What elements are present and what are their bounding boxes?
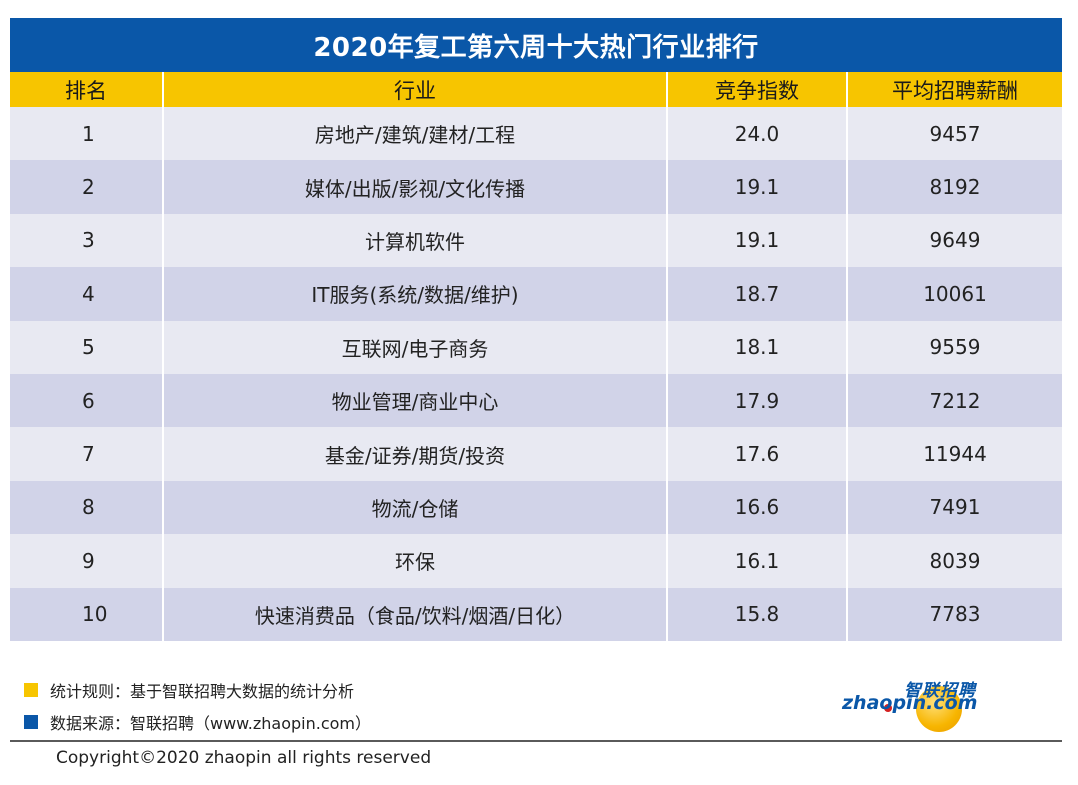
header-industry: 行业 [162,72,666,107]
cell-competition-index: 16.6 [666,480,846,535]
footer: 统计规则：基于智联招聘大数据的统计分析 数据来源：智联招聘（www.zhaopi… [10,670,1062,785]
cell-competition-index: 18.1 [666,320,846,374]
cell-average-salary: 8039 [846,534,1062,588]
logo-orb-icon [916,686,962,732]
blue-square-icon [24,715,38,729]
cell-average-salary: 9559 [846,320,1062,374]
cell-industry: 房地产/建筑/建材/工程 [162,107,666,161]
table-row: 2 媒体/出版/影视/文化传播 19.1 8192 [10,160,1062,214]
cell-rank: 3 [82,228,95,253]
footer-divider [10,740,1062,742]
cell-rank: 2 [82,175,95,200]
cell-average-salary: 7491 [846,480,1062,535]
table-title: 2020年复工第六周十大热门行业排行 [10,18,1062,72]
cell-industry: 基金/证券/期货/投资 [162,427,666,481]
cell-industry: 物流/仓储 [162,480,666,535]
cell-competition-index: 19.1 [666,160,846,214]
cell-industry: 环保 [162,534,666,588]
table-row: 10 快速消费品（食品/饮料/烟酒/日化） 15.8 7783 [10,587,1062,641]
table-row: 8 物流/仓储 16.6 7491 [10,480,1062,535]
cell-average-salary: 9457 [846,107,1062,161]
ranking-table: 2020年复工第六周十大热门行业排行 排名 行业 竞争指数 平均招聘薪酬 1 房… [10,18,1062,641]
cell-average-salary: 11944 [846,427,1062,481]
cell-competition-index: 17.6 [666,427,846,481]
cell-rank: 1 [82,121,95,146]
statistics-rule-text: 统计规则：基于智联招聘大数据的统计分析 [50,682,355,701]
header-rank: 排名 [65,78,107,103]
cell-competition-index: 17.9 [666,373,846,428]
cell-competition-index: 16.1 [666,534,846,588]
cell-average-salary: 7212 [846,373,1062,428]
cell-average-salary: 8192 [846,160,1062,214]
cell-competition-index: 24.0 [666,107,846,161]
cell-competition-index: 18.7 [666,267,846,321]
header-competition-index: 竞争指数 [666,72,846,107]
data-source-note: 数据来源：智联招聘（www.zhaopin.com） [24,710,371,734]
cell-industry: 媒体/出版/影视/文化传播 [162,160,666,214]
cell-rank: 7 [82,442,95,467]
table-row: 6 物业管理/商业中心 17.9 7212 [10,373,1062,428]
logo-chinese-text: 智联招聘 [904,681,976,701]
cell-industry: 快速消费品（食品/饮料/烟酒/日化） [162,587,666,641]
logo-english-text: zhaopin.com [842,692,978,714]
statistics-rule-note: 统计规则：基于智联招聘大数据的统计分析 [24,678,354,702]
table-row: 7 基金/证券/期货/投资 17.6 11944 [10,427,1062,481]
table-row: 3 计算机软件 19.1 9649 [10,213,1062,268]
yellow-square-icon [24,683,38,697]
table-row: 1 房地产/建筑/建材/工程 24.0 9457 [10,107,1062,161]
header-average-salary: 平均招聘薪酬 [846,72,1062,107]
cell-competition-index: 15.8 [666,587,846,641]
data-source-text: 数据来源：智联招聘（www.zhaopin.com） [50,714,372,733]
cell-industry: 互联网/电子商务 [162,320,666,374]
table-row: 9 环保 16.1 8039 [10,534,1062,588]
cell-rank: 6 [82,388,95,413]
table-header-row: 排名 行业 竞争指数 平均招聘薪酬 [10,72,1062,107]
logo-red-dot-icon [884,704,892,712]
cell-industry: 物业管理/商业中心 [162,373,666,428]
cell-rank: 5 [82,335,95,360]
cell-rank: 10 [82,602,108,627]
table-row: 5 互联网/电子商务 18.1 9559 [10,320,1062,374]
cell-average-salary: 9649 [846,213,1062,268]
cell-rank: 9 [82,548,95,573]
cell-average-salary: 7783 [846,587,1062,641]
cell-competition-index: 19.1 [666,213,846,268]
cell-rank: 8 [82,495,95,520]
copyright-text: Copyright©2020 zhaopin all rights reserv… [56,748,432,768]
zhaopin-logo: 智联招聘 zhaopin.com [842,676,1012,738]
cell-rank: 4 [82,281,95,306]
cell-industry: IT服务(系统/数据/维护) [162,267,666,321]
cell-average-salary: 10061 [846,267,1062,321]
table-body: 1 房地产/建筑/建材/工程 24.0 9457 2 媒体/出版/影视/文化传播… [10,107,1062,641]
table-row: 4 IT服务(系统/数据/维护) 18.7 10061 [10,267,1062,321]
cell-industry: 计算机软件 [162,213,666,268]
